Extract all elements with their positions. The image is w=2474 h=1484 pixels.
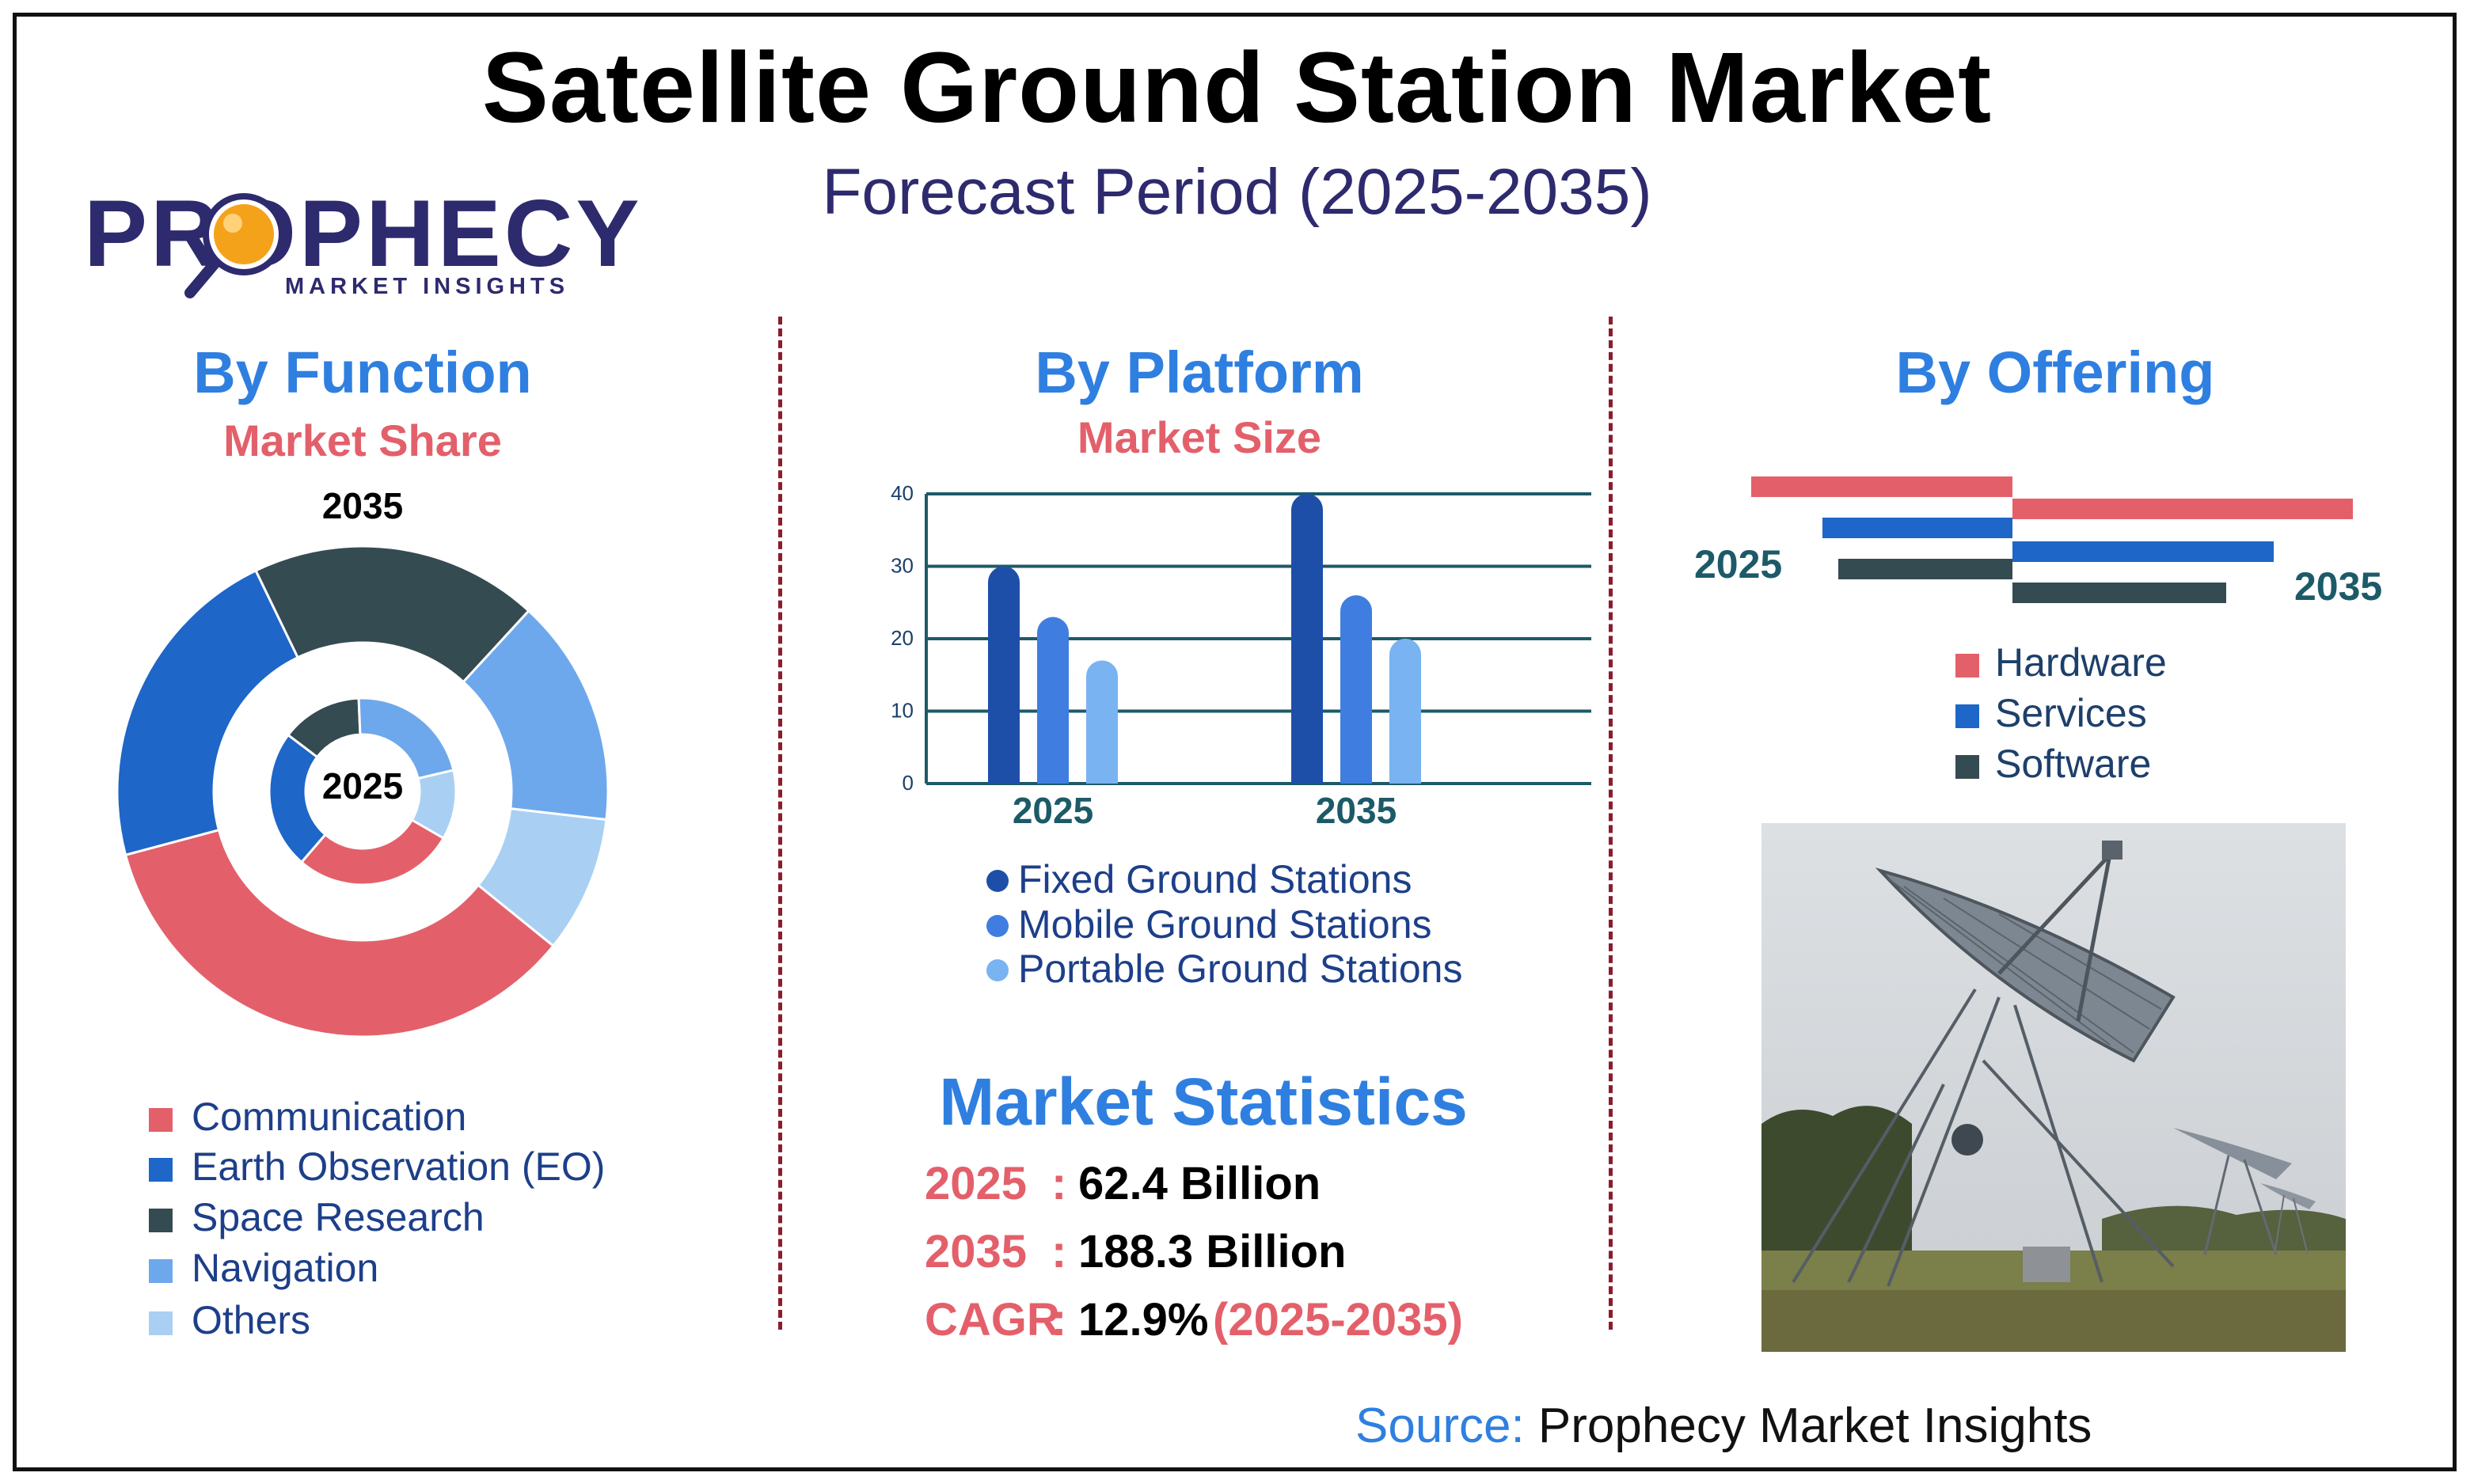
offering-bar-hardware-2035 — [2012, 499, 2353, 519]
legend-swatch-services — [1955, 704, 1979, 728]
legend-swatch-software — [1955, 755, 1979, 779]
legend-label-software: Software — [1995, 742, 2152, 786]
statistics-title: Market Statistics — [939, 1065, 1468, 1139]
offering-bar-software-2025 — [1838, 559, 2012, 579]
stat-colon-2035: : — [1051, 1226, 1067, 1277]
y-tick-30: 30 — [891, 554, 914, 578]
y-tick-20: 20 — [891, 626, 914, 650]
offering-bar-services-2035 — [2012, 541, 2274, 562]
satellite-dish-photo — [1761, 823, 2346, 1352]
bar-chart-labels: 0 10 20 30 40 2025 2035 — [891, 481, 1397, 831]
inner-ring-year: 2025 — [321, 765, 404, 807]
legend-swatch-earth-observation — [149, 1158, 173, 1182]
offering-bar-hardware-2025 — [1751, 476, 2012, 497]
legend-label-mobile: Mobile Ground Stations — [1018, 902, 1432, 947]
legend-label-space-research: Space Research — [192, 1195, 485, 1239]
offering-bar-services-2025 — [1822, 518, 2012, 538]
donut-outer-slice-earth-observation-eo — [116, 568, 300, 857]
legend-swatch-space-research — [149, 1209, 173, 1232]
bar-chart-bars — [988, 494, 1421, 784]
donut-outer-ring — [116, 545, 610, 1038]
offering-bars — [1751, 476, 2353, 603]
platform-subtitle: Market Size — [1077, 412, 1322, 462]
bar-mobile-ground-stations-2035 — [1340, 595, 1372, 784]
legend-label-earth-observation: Earth Observation (EO) — [192, 1144, 606, 1189]
source-prefix: Source: — [1355, 1399, 1525, 1453]
x-tick-2035: 2035 — [1316, 790, 1397, 831]
legend-label-hardware: Hardware — [1995, 640, 2167, 685]
donut-inner-slice-others — [410, 769, 458, 841]
source-line: Source: Prophecy Market Insights — [1355, 1398, 2092, 1454]
page-subtitle: Forecast Period (2025-2035) — [822, 156, 1652, 228]
logo-tagline: MARKET INSIGHTS — [285, 274, 570, 299]
legend-label-navigation: Navigation — [192, 1246, 379, 1290]
legend-swatch-others — [149, 1311, 173, 1335]
stat-label-2035: 2035 — [925, 1226, 1028, 1277]
legend-label-communication: Communication — [192, 1095, 467, 1139]
stat-colon-2025: : — [1051, 1158, 1067, 1209]
donut-outer-slice-others — [476, 807, 608, 948]
legend-swatch-hardware — [1955, 654, 1979, 677]
stat-label-2025: 2025 — [925, 1158, 1028, 1209]
offering-right-year: 2035 — [2294, 564, 2383, 609]
function-subtitle: Market Share — [223, 416, 502, 465]
legend-swatch-navigation — [149, 1259, 173, 1283]
x-tick-2025: 2025 — [1013, 790, 1093, 831]
function-title: By Function — [193, 340, 532, 405]
offering-butterfly-chart — [1751, 476, 2353, 603]
offering-title: By Offering — [1895, 340, 2215, 405]
donut-center — [306, 734, 420, 848]
legend-dot-portable — [986, 959, 1009, 981]
bar-portable-ground-stations-2025 — [1086, 660, 1118, 784]
outer-ring-year: 2035 — [321, 485, 404, 526]
page-title: Satellite Ground Station Market — [481, 32, 1993, 143]
donut-outer-slice-communication — [124, 828, 556, 1038]
offering-left-year: 2025 — [1694, 542, 1783, 586]
outer-frame — [13, 13, 2457, 1471]
y-tick-10: 10 — [891, 699, 914, 723]
function-donut-chart — [116, 545, 610, 1038]
platform-title: By Platform — [1035, 340, 1364, 405]
stat-extra-cagr: (2025-2035) — [1213, 1294, 1463, 1345]
legend-swatch-communication — [149, 1108, 173, 1132]
legend-label-others: Others — [192, 1298, 311, 1342]
legend-label-fixed: Fixed Ground Stations — [1018, 857, 1412, 901]
y-tick-40: 40 — [891, 481, 914, 505]
column-divider-left — [778, 317, 782, 1330]
legend-label-services: Services — [1995, 691, 2147, 735]
bar-portable-ground-stations-2035 — [1389, 639, 1421, 784]
donut-outer-slice-space-research — [254, 545, 530, 684]
legend-dot-fixed — [986, 870, 1009, 892]
stat-value-2035: 188.3 Billion — [1078, 1226, 1347, 1277]
bar-mobile-ground-stations-2025 — [1037, 617, 1069, 784]
bar-fixed-ground-stations-2025 — [988, 566, 1020, 784]
bar-chart-grid — [925, 492, 1591, 785]
source-name: Prophecy Market Insights — [1537, 1399, 2092, 1453]
stat-label-cagr: CAGR — [925, 1294, 1060, 1345]
stat-value-2025: 62.4 Billion — [1078, 1158, 1321, 1209]
legend-label-portable: Portable Ground Stations — [1018, 947, 1463, 991]
magnifier-icon — [184, 193, 285, 298]
bar-fixed-ground-stations-2035 — [1291, 494, 1323, 784]
logo-wordmark: PROPHECY — [84, 180, 643, 287]
offering-bar-software-2035 — [2012, 583, 2226, 603]
platform-bar-chart: 0 10 20 30 40 2025 2035 — [891, 481, 1591, 831]
y-tick-0: 0 — [903, 771, 914, 795]
stat-colon-cagr: : — [1051, 1294, 1067, 1345]
column-divider-right — [1609, 317, 1613, 1330]
legend-dot-mobile — [986, 915, 1009, 937]
stat-value-cagr: 12.9% — [1078, 1294, 1209, 1345]
